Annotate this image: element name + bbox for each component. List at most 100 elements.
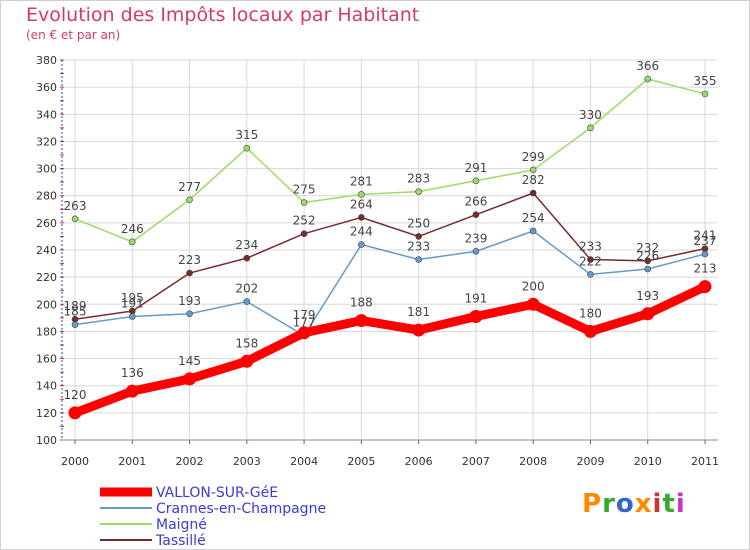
data-point	[644, 75, 652, 83]
data-point	[240, 354, 254, 368]
legend-label: Tassillé	[155, 533, 206, 549]
series-line	[70, 282, 710, 418]
data-label: 281	[350, 174, 373, 188]
data-label: 264	[350, 197, 373, 211]
data-label: 202	[235, 282, 258, 296]
data-label: 226	[636, 249, 659, 263]
data-label: 222	[579, 254, 602, 268]
x-tick-label: 2006	[405, 455, 433, 468]
data-label: 237	[694, 234, 717, 248]
data-label: 193	[636, 289, 659, 303]
y-tick-label: 360	[36, 81, 57, 94]
legend-label: Maigné	[156, 517, 207, 533]
data-point	[68, 406, 82, 420]
data-label: 266	[464, 195, 487, 209]
data-labels: 189 195 223 234 252 264 250 266 282 233 232 241 263 2…	[64, 59, 717, 402]
data-point	[186, 196, 193, 204]
data-label: 213	[694, 262, 717, 276]
data-point	[587, 256, 594, 263]
series-group	[68, 75, 712, 420]
data-label: 233	[579, 240, 602, 254]
data-point	[243, 144, 251, 152]
logo-letter: r	[602, 489, 616, 519]
data-point	[698, 280, 712, 294]
data-label: 330	[579, 108, 602, 122]
data-point	[701, 250, 709, 258]
logo-letter: t	[662, 489, 676, 519]
data-point	[412, 323, 426, 337]
data-point	[71, 215, 79, 223]
data-label: 239	[464, 231, 487, 245]
data-point	[529, 166, 537, 174]
data-label: 232	[636, 241, 659, 255]
data-point	[644, 265, 652, 273]
data-point	[183, 372, 197, 386]
y-tick-label: 320	[36, 135, 57, 148]
data-label: 250	[407, 216, 430, 230]
data-label: 188	[350, 296, 373, 310]
data-label: 191	[464, 292, 487, 306]
data-label: 181	[407, 305, 430, 319]
data-point	[243, 254, 251, 262]
data-label: 252	[293, 214, 316, 228]
series-line	[74, 192, 706, 320]
data-point	[587, 271, 594, 278]
data-point	[529, 189, 537, 197]
data-label: 180	[579, 306, 602, 320]
data-point	[641, 307, 655, 321]
y-tick-label: 180	[36, 325, 57, 338]
logo-letter: i	[675, 489, 686, 519]
legend-label: VALLON-SUR-GéE	[156, 485, 278, 501]
data-label: 195	[121, 291, 144, 305]
data-point	[472, 211, 480, 219]
x-tick-label: 2001	[118, 455, 146, 468]
data-label: 234	[235, 238, 258, 252]
proxiti-logo: Proxiti	[582, 489, 686, 519]
data-point	[526, 297, 540, 311]
data-point	[701, 90, 709, 98]
legend: VALLON-SUR-GéECrannes-en-ChampagneMaigné…	[100, 485, 326, 549]
logo-letter: P	[582, 489, 603, 519]
data-label: 200	[522, 279, 545, 293]
data-point	[243, 298, 251, 305]
x-tick-label: 2003	[233, 455, 261, 468]
y-tick-label: 280	[36, 190, 57, 203]
data-point	[583, 324, 597, 338]
series-line	[74, 230, 706, 337]
data-point	[358, 241, 365, 248]
data-label: 283	[407, 172, 430, 186]
data-label: 282	[522, 173, 545, 187]
data-label: 315	[235, 128, 258, 142]
data-label: 275	[293, 183, 316, 197]
data-label: 366	[636, 59, 659, 73]
data-point	[415, 188, 422, 195]
data-label: 193	[178, 294, 201, 308]
x-tick-label: 2000	[61, 455, 89, 468]
data-label: 177	[293, 316, 316, 330]
data-point	[358, 214, 365, 221]
data-label: 277	[178, 180, 201, 194]
logo-letter: o	[615, 489, 635, 519]
data-point	[354, 314, 368, 328]
data-label: 241	[694, 229, 717, 243]
y-tick-label: 340	[36, 108, 57, 121]
x-tick-label: 2010	[634, 455, 662, 468]
data-label: 244	[350, 225, 373, 239]
data-point	[128, 238, 136, 246]
y-tick-label: 300	[36, 163, 57, 176]
data-point	[128, 313, 136, 320]
x-tick-label: 2008	[519, 455, 547, 468]
data-label: 185	[64, 305, 87, 319]
data-label: 179	[293, 308, 316, 322]
y-tick-label: 220	[36, 271, 57, 284]
data-label: 254	[522, 211, 545, 225]
data-point	[125, 384, 139, 398]
data-point	[300, 230, 308, 238]
grid	[62, 59, 718, 441]
axes: 100 120 140 160 180 200 220 240 260 280 300 320 340 3…	[36, 54, 719, 468]
x-tick-label: 2005	[347, 455, 375, 468]
data-point	[300, 199, 308, 206]
data-label: 263	[64, 199, 87, 213]
data-point	[186, 269, 193, 277]
